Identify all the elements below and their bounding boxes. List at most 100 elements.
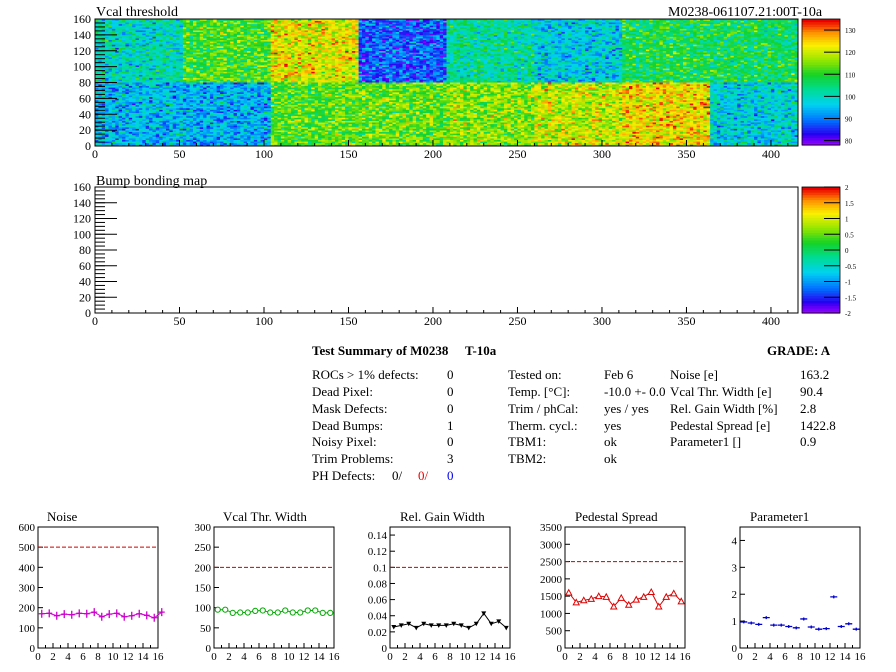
heatmap-cell — [152, 57, 157, 60]
heatmap-cell — [155, 71, 160, 74]
heatmap-cell — [101, 74, 106, 77]
heatmap-cell — [135, 38, 140, 40]
heatmap-cell — [155, 19, 160, 21]
heatmap-cell — [128, 19, 133, 21]
heatmap-cell — [95, 23, 99, 26]
heatmap-cell — [145, 76, 150, 79]
heatmap-cell — [132, 25, 136, 28]
heatmap-cell — [132, 39, 136, 42]
heatmap-cell — [159, 63, 163, 66]
heatmap-cell — [122, 68, 126, 71]
heatmap-cell — [149, 66, 153, 69]
heatmap-cell — [101, 19, 106, 21]
heatmap-cell — [118, 19, 123, 21]
heatmap-cell — [145, 36, 150, 39]
heatmap-cell — [95, 63, 99, 66]
heatmap-cell — [98, 41, 103, 44]
heatmap-cell — [155, 72, 160, 75]
heatmap-cell — [111, 28, 116, 31]
heatmap-cell — [159, 38, 163, 40]
heatmap-cell — [165, 50, 170, 53]
heatmap-cell — [149, 69, 153, 72]
heatmap-cell — [95, 60, 99, 63]
heatmap-cell — [111, 33, 116, 36]
heatmap-cell — [155, 26, 160, 29]
heatmap-cell — [108, 19, 113, 21]
heatmap-cell — [115, 33, 120, 36]
heatmap-cell — [142, 49, 147, 52]
heatmap-cell — [128, 60, 133, 63]
heatmap-cell — [145, 28, 150, 31]
heatmap-cell — [128, 33, 133, 36]
heatmap-cell — [155, 79, 160, 82]
heatmap-cell — [115, 58, 120, 61]
heatmap-cell — [105, 74, 109, 77]
heatmap-cell — [145, 65, 150, 67]
heatmap-cell — [165, 66, 170, 69]
heatmap-cell — [152, 31, 157, 34]
heatmap-cell — [138, 52, 143, 55]
heatmap-cell — [135, 39, 140, 42]
heatmap-cell — [132, 23, 136, 26]
heatmap-cell — [162, 23, 167, 26]
heatmap-cell — [145, 45, 150, 48]
heatmap-cell — [138, 80, 143, 83]
heatmap-cell — [145, 34, 150, 37]
heatmap-cell — [152, 45, 157, 48]
heatmap-cell — [165, 71, 170, 74]
heatmap-cell — [118, 22, 123, 25]
heatmap-cell — [135, 30, 140, 33]
heatmap-cell — [125, 65, 130, 67]
heatmap-cell — [118, 25, 123, 28]
heatmap-cell — [108, 66, 113, 69]
heatmap-cell — [149, 28, 153, 31]
heatmap-cell — [152, 38, 157, 40]
heatmap-cell — [162, 71, 167, 74]
heatmap-cell — [118, 65, 123, 67]
heatmap-cell — [128, 53, 133, 56]
heatmap-cell — [122, 58, 126, 61]
heatmap-cell — [135, 61, 140, 64]
heatmap-cell — [159, 66, 163, 69]
heatmap-cell — [149, 36, 153, 39]
heatmap-cell — [159, 71, 163, 74]
heatmap-cell — [155, 49, 160, 52]
heatmap-cell — [98, 55, 103, 58]
heatmap-cell — [122, 39, 126, 42]
heatmap-cell — [138, 25, 143, 28]
heatmap-cell — [155, 31, 160, 34]
heatmap-cell — [135, 33, 140, 36]
heatmap-cell — [101, 57, 106, 60]
heatmap-cell — [125, 58, 130, 61]
heatmap-cell — [162, 30, 167, 33]
heatmap-cell — [101, 60, 106, 63]
heatmap-cell — [122, 60, 126, 63]
heatmap-cell — [138, 68, 143, 71]
heatmap-cell — [138, 50, 143, 53]
heatmap-cell — [138, 38, 143, 40]
heatmap-cell — [128, 34, 133, 37]
heatmap-cell — [159, 20, 163, 23]
heatmap-cell — [155, 22, 160, 25]
heatmap-cell — [149, 74, 153, 77]
heatmap-cell — [98, 33, 103, 36]
heatmap-cell — [95, 44, 99, 47]
heatmap-cell — [162, 19, 167, 21]
heatmap-cell — [162, 34, 167, 37]
heatmap-cell — [145, 50, 150, 53]
heatmap-cell — [101, 42, 106, 45]
heatmap-cell — [149, 34, 153, 37]
heatmap-cell — [115, 38, 120, 40]
heatmap-cell — [159, 65, 163, 67]
heatmap-cell — [95, 47, 99, 50]
heatmap-cell — [98, 52, 103, 55]
heatmap-cell — [122, 23, 126, 26]
heatmap-cell — [149, 38, 153, 40]
heatmap-cell — [118, 53, 123, 56]
heatmap-cell — [165, 68, 170, 71]
heatmap-cell — [135, 65, 140, 67]
heatmap-cell — [101, 23, 106, 26]
heatmap-cell — [118, 39, 123, 42]
heatmap-cell — [108, 80, 113, 83]
heatmap-cell — [118, 41, 123, 44]
